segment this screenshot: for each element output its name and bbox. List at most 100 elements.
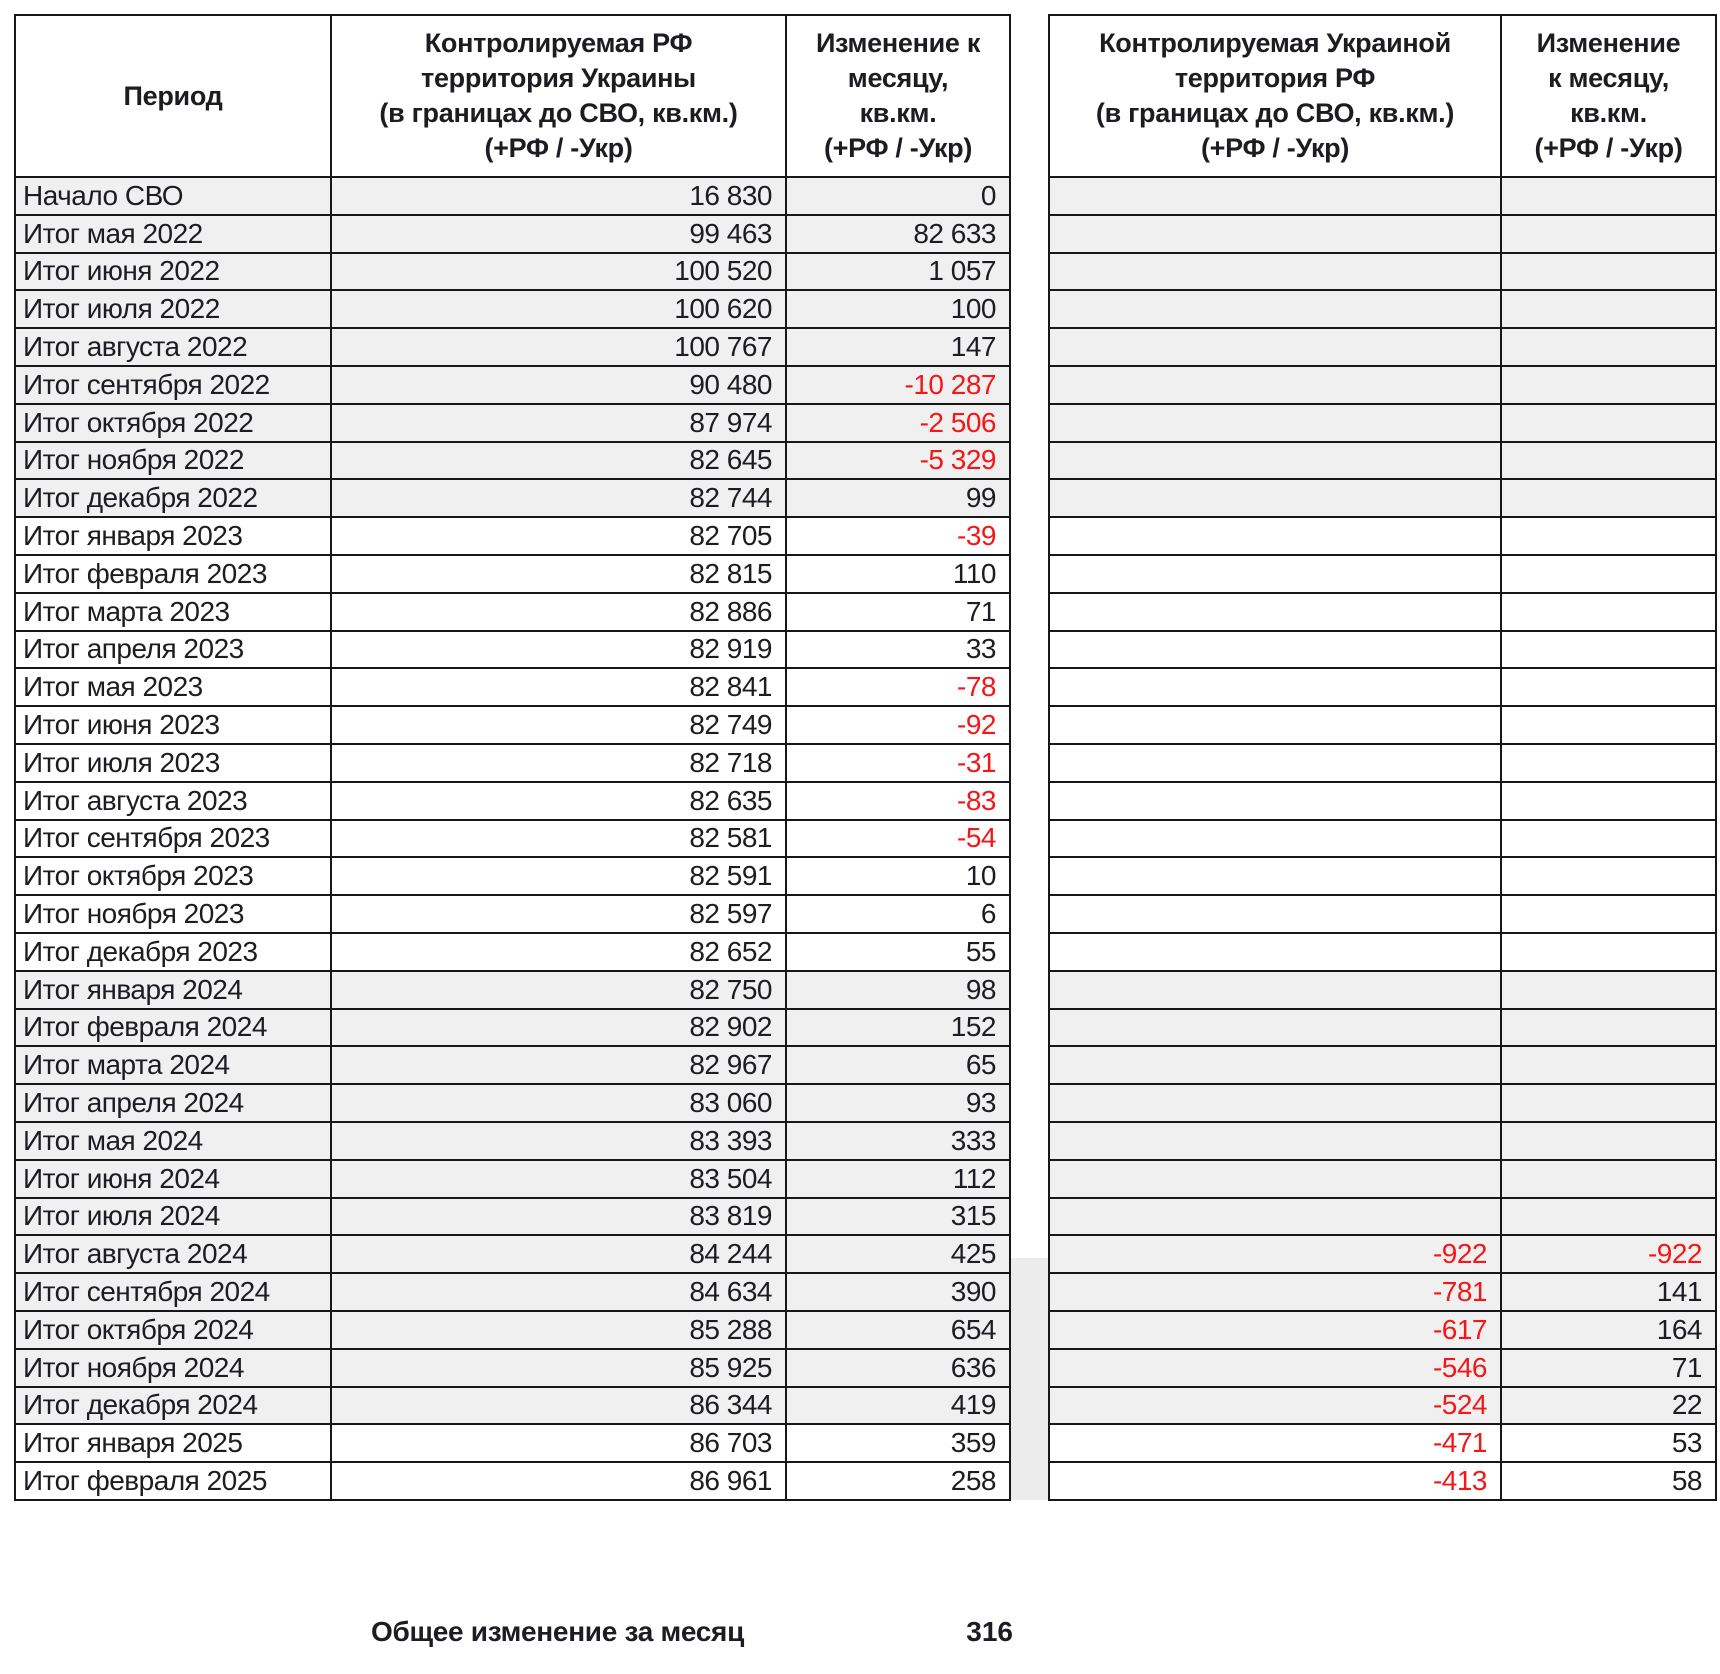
table-row <box>1048 364 1717 405</box>
rf-area-cell: 83 393 <box>330 1120 787 1161</box>
ua-change-cell <box>1500 176 1717 216</box>
ua-area-cell <box>1048 818 1502 859</box>
rf-area-cell: 82 591 <box>330 856 787 897</box>
ua-change-cell <box>1500 629 1717 670</box>
table-row <box>1048 705 1717 745</box>
table-row <box>1048 969 1717 1010</box>
ua-area-cell <box>1048 667 1502 708</box>
ua-change-cell <box>1500 705 1717 745</box>
rf-change-cell: -31 <box>785 742 1011 783</box>
table-row: Начало СВО 16 830 0 <box>14 176 1011 216</box>
period-cell: Итог января 2024 <box>14 969 332 1010</box>
ua-controlled-territory-table: Контролируемая Украиной территория РФ (в г… <box>1048 14 1717 1501</box>
ua-area-cell <box>1048 364 1502 405</box>
table-row: Итог декабря 2024 86 344 419 <box>14 1385 1011 1426</box>
rf-change-cell: -78 <box>785 667 1011 708</box>
table-row <box>1048 553 1717 594</box>
ua-change-cell <box>1500 931 1717 972</box>
period-cell: Итог августа 2022 <box>14 327 332 367</box>
rf-area-cell: 83 504 <box>330 1158 787 1199</box>
rf-change-cell: 55 <box>785 931 1011 972</box>
table-row <box>1048 591 1717 632</box>
rf-change-cell: -54 <box>785 818 1011 859</box>
ua-area-cell <box>1048 1158 1502 1199</box>
rf-area-cell: 87 974 <box>330 402 787 443</box>
table-row: -922 -922 <box>1048 1234 1717 1275</box>
table-row: Итог июля 2022 100 620 100 <box>14 289 1011 330</box>
ua-area-cell <box>1048 856 1502 897</box>
ua-change-cell <box>1500 1120 1717 1161</box>
rf-change-header: Изменение к месяцу, кв.км. (+РФ / -Укр) <box>785 14 1011 178</box>
table-row: Итог сентября 2024 84 634 390 <box>14 1272 1011 1312</box>
rf-area-cell: 100 520 <box>330 251 787 292</box>
rf-change-cell: 152 <box>785 1007 1011 1048</box>
table-row: -524 22 <box>1048 1385 1717 1426</box>
table-row: -617 164 <box>1048 1309 1717 1350</box>
ua-area-cell <box>1048 1196 1502 1237</box>
table-row: Итог февраля 2023 82 815 110 <box>14 553 1011 594</box>
period-cell: Итог октября 2023 <box>14 856 332 897</box>
table-row: Итог февраля 2025 86 961 258 <box>14 1461 1011 1501</box>
rf-change-cell: 10 <box>785 856 1011 897</box>
table-row <box>1048 894 1717 934</box>
rf-change-cell: 147 <box>785 327 1011 367</box>
ua-area-cell <box>1048 478 1502 519</box>
ua-area-cell: -546 <box>1048 1347 1502 1388</box>
table-row <box>1048 289 1717 330</box>
ua-area-cell <box>1048 1083 1502 1123</box>
ua-area-cell <box>1048 176 1502 216</box>
rf-change-cell: 93 <box>785 1083 1011 1123</box>
table-row: Итог декабря 2022 82 744 99 <box>14 478 1011 519</box>
period-cell: Итог сентября 2024 <box>14 1272 332 1312</box>
period-header: Период <box>14 14 332 178</box>
table-row: Итог марта 2023 82 886 71 <box>14 591 1011 632</box>
period-cell: Итог декабря 2022 <box>14 478 332 519</box>
period-cell: Итог июля 2023 <box>14 742 332 783</box>
table-row: Итог июля 2024 83 819 315 <box>14 1196 1011 1237</box>
period-cell: Итог апреля 2023 <box>14 629 332 670</box>
ua-area-cell <box>1048 327 1502 367</box>
period-cell: Итог мая 2022 <box>14 213 332 254</box>
ua-area-cell: -413 <box>1048 1461 1502 1501</box>
rf-change-cell: 71 <box>785 591 1011 632</box>
ua-change-cell <box>1500 1045 1717 1086</box>
rf-change-cell: 636 <box>785 1347 1011 1388</box>
table-row <box>1048 440 1717 481</box>
table-row <box>1048 1120 1717 1161</box>
rf-area-cell: 86 703 <box>330 1423 787 1464</box>
rf-change-cell: 333 <box>785 1120 1011 1161</box>
ua-change-cell <box>1500 1196 1717 1237</box>
ua-change-header: Изменение к месяцу, кв.км. (+РФ / -Укр) <box>1500 14 1717 178</box>
period-cell: Итог ноября 2023 <box>14 894 332 934</box>
table-row: Итог октября 2024 85 288 654 <box>14 1309 1011 1350</box>
ua-area-cell <box>1048 780 1502 821</box>
table-row <box>1048 856 1717 897</box>
period-cell: Итог сентября 2023 <box>14 818 332 859</box>
period-cell: Итог февраля 2023 <box>14 553 332 594</box>
ua-change-cell <box>1500 440 1717 481</box>
ua-change-cell: 141 <box>1500 1272 1717 1312</box>
table-row: Итог апреля 2023 82 919 33 <box>14 629 1011 670</box>
ua-change-cell: 58 <box>1500 1461 1717 1501</box>
period-cell: Итог января 2025 <box>14 1423 332 1464</box>
ua-area-cell <box>1048 705 1502 745</box>
ua-area-cell <box>1048 251 1502 292</box>
rf-area-header: Контролируемая РФ территория Украины (в гр… <box>330 14 787 178</box>
table-row: Итог января 2024 82 750 98 <box>14 969 1011 1010</box>
rf-change-cell: 258 <box>785 1461 1011 1501</box>
rf-area-cell: 82 841 <box>330 667 787 708</box>
rf-area-cell: 85 925 <box>330 1347 787 1388</box>
table-row <box>1048 1158 1717 1199</box>
ua-area-cell <box>1048 629 1502 670</box>
rf-area-cell: 85 288 <box>330 1309 787 1350</box>
table-row <box>1048 402 1717 443</box>
period-cell: Итог августа 2024 <box>14 1234 332 1275</box>
rf-area-cell: 83 819 <box>330 1196 787 1237</box>
table-row <box>1048 327 1717 367</box>
table-row: Итог августа 2022 100 767 147 <box>14 327 1011 367</box>
table-row <box>1048 251 1717 292</box>
rf-change-cell: 82 633 <box>785 213 1011 254</box>
rf-change-cell: -92 <box>785 705 1011 745</box>
ua-change-cell: -922 <box>1500 1234 1717 1275</box>
table-row: Итог июля 2023 82 718 -31 <box>14 742 1011 783</box>
